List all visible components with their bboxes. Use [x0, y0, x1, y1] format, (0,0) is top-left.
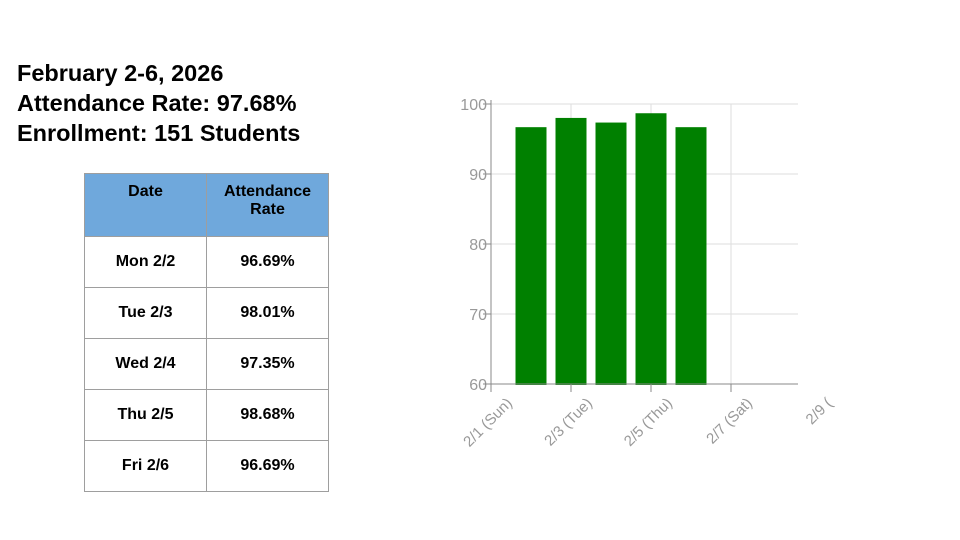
attendance-table: Date Attendance Rate Mon 2/2 96.69% Tue …: [84, 173, 329, 492]
row-date: Wed 2/4: [84, 338, 207, 390]
attendance-rate-summary: Attendance Rate: 97.68%: [17, 90, 297, 116]
y-tick-label: 80: [469, 237, 487, 254]
row-date: Tue 2/3: [84, 287, 207, 339]
x-tick-label: 2/7 (Sat): [703, 395, 756, 448]
row-date: Mon 2/2: [84, 236, 207, 288]
table-row: Mon 2/2 96.69%: [84, 236, 329, 288]
table-header-row: Date Attendance Rate: [84, 173, 329, 237]
week-title: February 2-6, 2026: [17, 60, 224, 86]
table-row: Thu 2/5 98.68%: [84, 389, 329, 441]
y-tick-label: 100: [460, 97, 487, 114]
table-row: Fri 2/6 96.69%: [84, 440, 329, 492]
bar: [635, 113, 667, 386]
enrollment-summary: Enrollment: 151 Students: [17, 120, 301, 146]
bar: [555, 117, 587, 386]
row-rate: 98.68%: [206, 389, 329, 441]
row-rate: 96.69%: [206, 236, 329, 288]
row-date: Thu 2/5: [84, 389, 207, 441]
x-tick-label: 2/3 (Tue): [541, 395, 596, 450]
x-tick-label: 2/9 (: [803, 395, 836, 428]
report-heading: February 2-6, 2026 Attendance Rate: 97.6…: [17, 58, 300, 148]
x-tick-label: 2/1 (Sun): [460, 395, 516, 451]
bar: [515, 127, 547, 386]
table-row: Wed 2/4 97.35%: [84, 338, 329, 390]
x-tick-label: 2/5 (Thu): [621, 395, 676, 450]
y-tick-label: 70: [469, 307, 487, 324]
y-tick-label: 60: [469, 377, 487, 394]
row-rate: 96.69%: [206, 440, 329, 492]
table-row: Tue 2/3 98.01%: [84, 287, 329, 339]
bar: [675, 127, 707, 386]
row-date: Fri 2/6: [84, 440, 207, 492]
bar: [595, 122, 627, 386]
y-tick-label: 90: [469, 167, 487, 184]
